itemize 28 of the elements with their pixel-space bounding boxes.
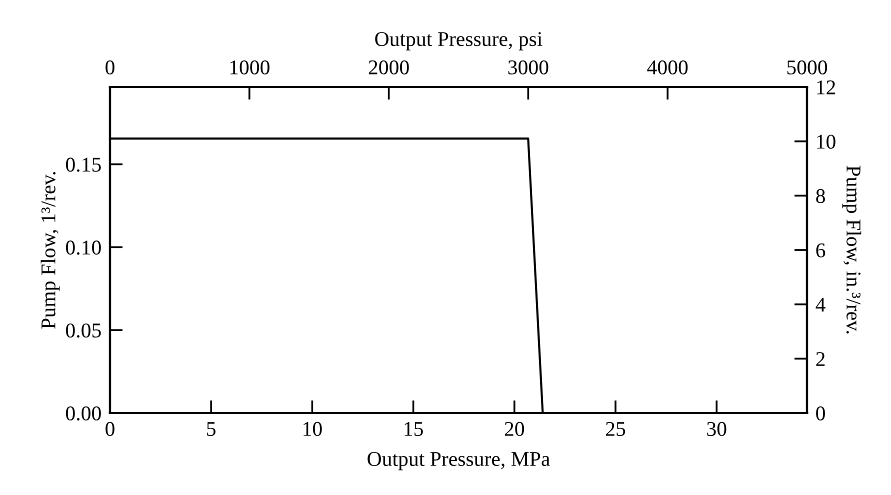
y2-tick-label: 6 <box>816 243 826 258</box>
y2-tick-label: 2 <box>816 352 825 366</box>
y2-tick-label: 4 <box>816 298 826 312</box>
y-tick-label: 0.00 <box>66 406 101 421</box>
x-axis-title: Output Pressure, MPa <box>368 452 550 470</box>
x-tick-label: 20 <box>504 422 524 436</box>
y-tick-label: 0.05 <box>66 323 101 338</box>
x-tick-label: 0 <box>106 422 114 436</box>
y2-tick-label: 10 <box>817 134 836 149</box>
x-tick-label: 5 <box>207 422 216 436</box>
x2-tick-label: 4000 <box>647 60 688 74</box>
x2-tick-label: 0 <box>106 60 114 74</box>
y-tick-label: 0.10 <box>66 240 101 255</box>
x2-tick-label: 5000 <box>787 60 828 74</box>
y2-tick-label: 12 <box>817 80 836 94</box>
x2-tick-label: 2000 <box>368 60 409 74</box>
x-tick-label: 15 <box>404 422 423 436</box>
y2-axis-title: Pump Flow, in.³/rev. <box>842 166 862 334</box>
x2-axis-title: Output Pressure, psi <box>375 32 542 50</box>
x-tick-label: 30 <box>707 422 726 436</box>
x2-tick-label: 1000 <box>230 60 270 74</box>
y-tick-label: 0.15 <box>66 158 101 172</box>
y-axis-title: Pump Flow, 1³/rev. <box>40 172 60 329</box>
x2-tick-label: 3000 <box>508 60 548 74</box>
x-tick-label: 10 <box>304 422 322 436</box>
y2-tick-label: 0 <box>816 406 825 420</box>
x-tick-label: 25 <box>606 422 626 436</box>
y2-tick-label: 8 <box>816 189 825 204</box>
